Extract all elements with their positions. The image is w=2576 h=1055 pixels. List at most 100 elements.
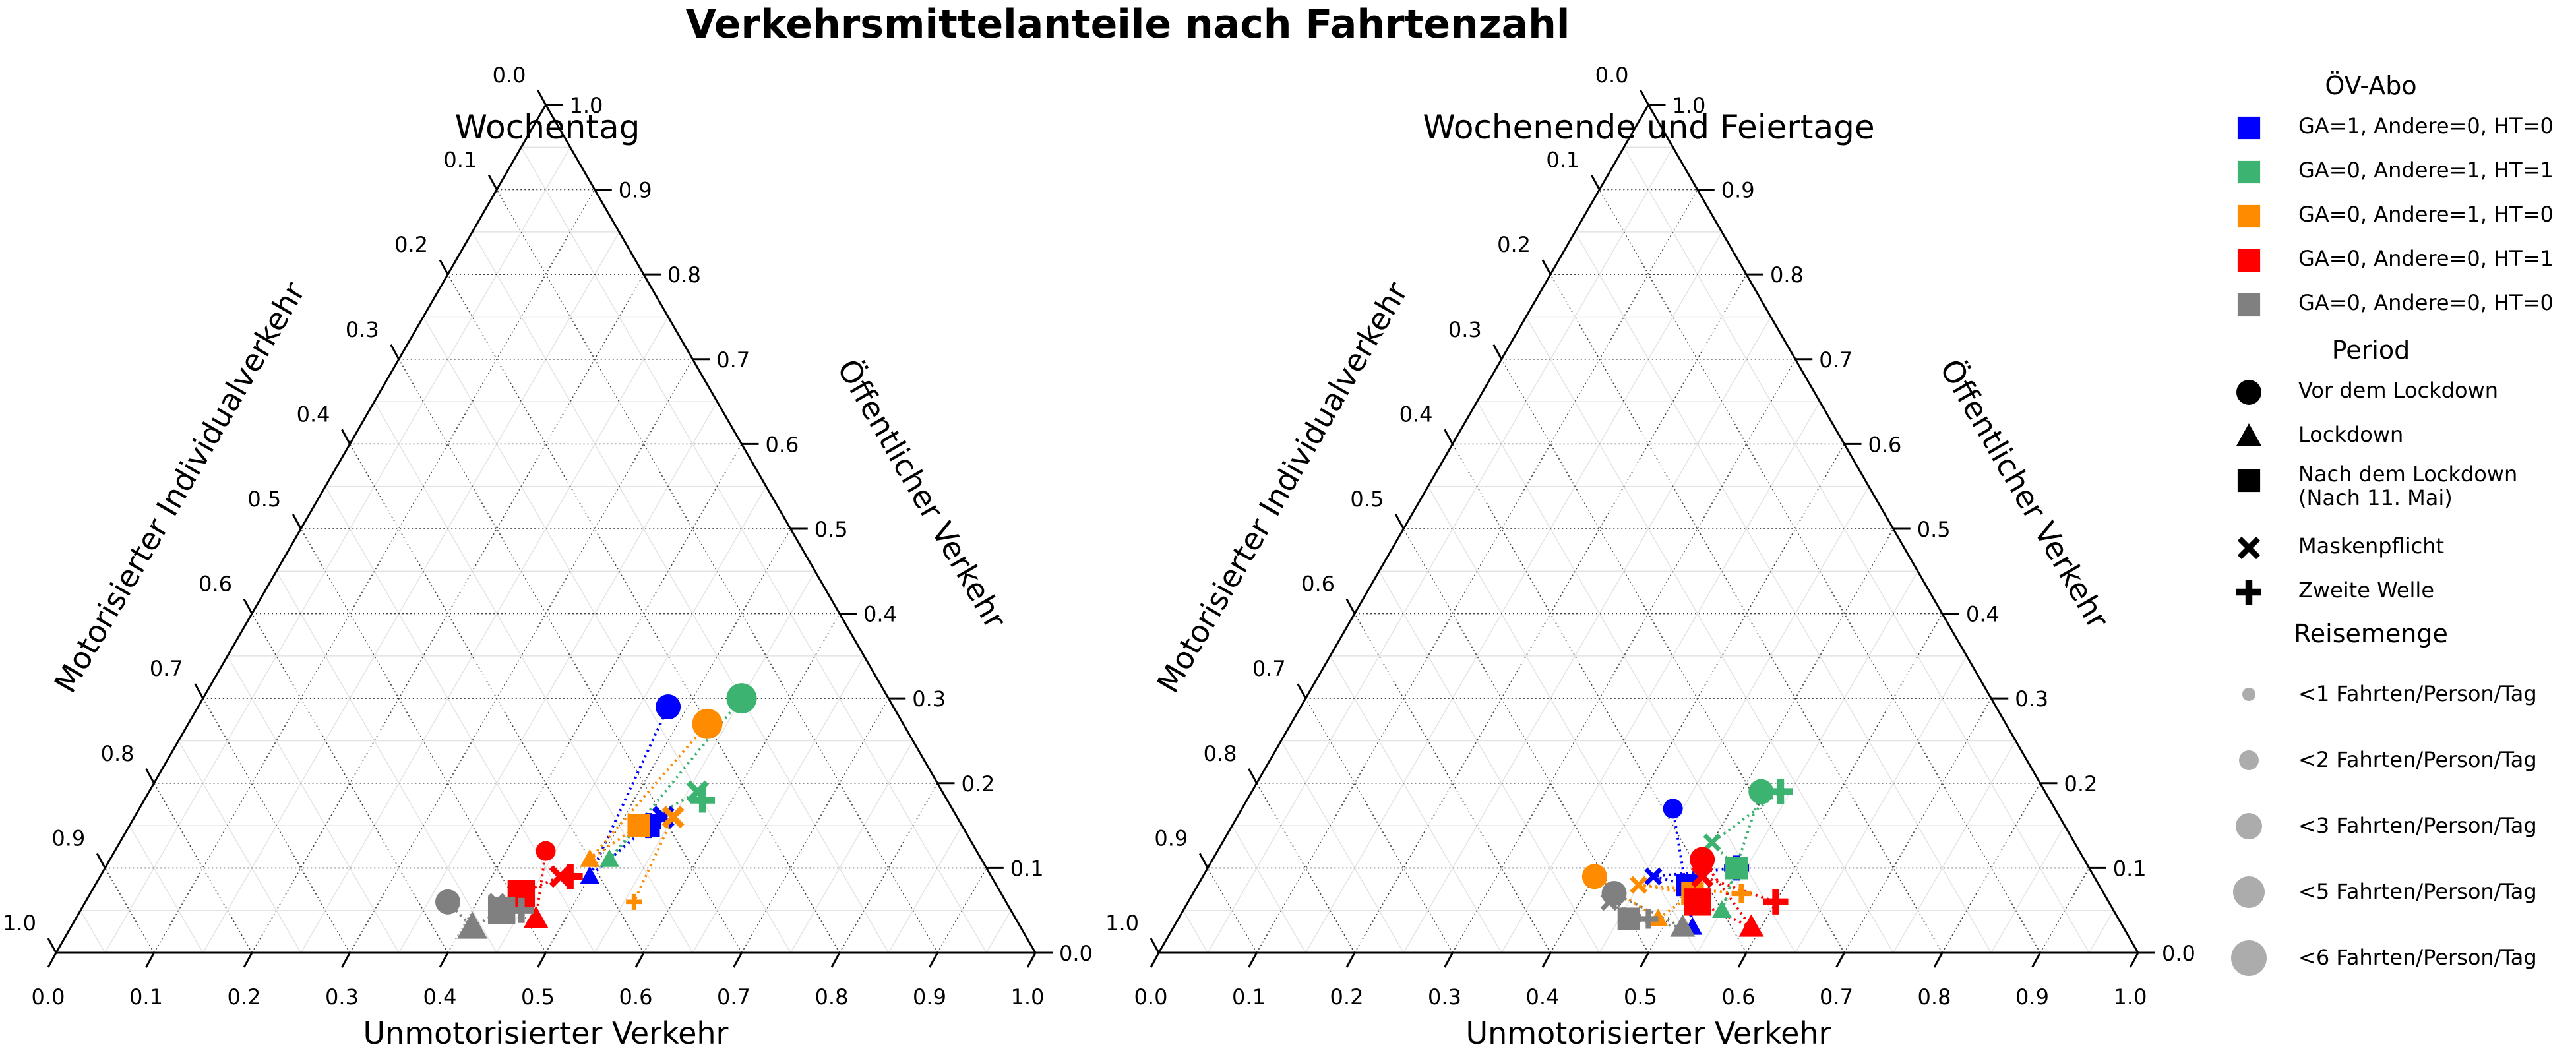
- major-gridline: [1207, 867, 1258, 953]
- minor-gridline: [373, 401, 693, 953]
- legend-marker-shape: [2237, 160, 2261, 184]
- major-gridline: [1599, 189, 2041, 953]
- minor-gridline: [80, 910, 106, 953]
- major-gridline: [1403, 528, 1649, 953]
- major-gridline: [300, 528, 547, 953]
- tick-label-left: 0.4: [1399, 402, 1433, 427]
- minor-gridline: [1182, 910, 1208, 953]
- ternary-panel-1: 0.0 0.0 0.0 0.1 0.1 0.1 0.2 0.2 0.2 0.3 0.3 0.3 0.4 0…: [3, 63, 1093, 1051]
- minor-gridline: [1378, 570, 1600, 953]
- data-point: [1638, 909, 1659, 929]
- legend-label: <6 Fahrten/Person/Tag: [2298, 945, 2537, 970]
- tick-left: [1590, 174, 1601, 191]
- data-point: [1617, 907, 1640, 930]
- major-gridline: [349, 443, 644, 953]
- minor-gridline: [594, 570, 816, 953]
- tick-left: [47, 938, 57, 953]
- tick-label-right: 0.5: [814, 517, 848, 542]
- axis-label-right: Öffentlicher Verkehr: [1933, 353, 2116, 635]
- legend-item: Vor dem Lockdown: [2236, 370, 2572, 414]
- tick-left: [1444, 429, 1454, 445]
- minor-gridline: [324, 486, 596, 953]
- minor-gridline: [1623, 146, 2090, 953]
- tick-label-bottom: 0.1: [129, 984, 163, 1010]
- legend-label: GA=0, Andere=1, HT=0: [2298, 202, 2554, 227]
- minor-gridline: [129, 825, 204, 953]
- tick-label-bottom: 0.5: [521, 984, 555, 1010]
- axis-label-right: Öffentlicher Verkehr: [830, 353, 1014, 635]
- minor-gridline: [520, 146, 987, 953]
- axis-label-bottom: Unmotorisierter Verkehr: [363, 1015, 729, 1051]
- minor-gridline: [1794, 655, 1967, 953]
- tick-label-bottom: 0.6: [619, 984, 653, 1010]
- tick-label-left: 0.0: [493, 63, 526, 88]
- legend-label: <3 Fahrten/Person/Tag: [2298, 813, 2537, 838]
- legend-size-title: Reisemenge: [2294, 619, 2448, 648]
- tick-label-right: 0.3: [2015, 686, 2048, 711]
- data-point: [692, 708, 723, 739]
- minor-gridline: [1207, 146, 1674, 953]
- tick-left: [1541, 259, 1552, 275]
- legend-size-dot: [2242, 687, 2256, 702]
- legend-size-item: <5 Fahrten/Person/Tag: [2232, 858, 2572, 924]
- tick-label-bottom: 0.9: [913, 984, 946, 1010]
- minor-gridline: [1501, 401, 1821, 953]
- tick-label-left: 0.8: [1204, 741, 1237, 766]
- tick-label-bottom: 0.3: [325, 984, 359, 1010]
- data-point: [457, 911, 488, 939]
- tick-label-right: 0.0: [1059, 941, 1093, 966]
- tick-bottom: [1835, 952, 1845, 968]
- minor-gridline: [227, 655, 400, 953]
- major-gridline: [153, 189, 596, 953]
- tick-left: [243, 598, 253, 615]
- tick-label-left: 0.5: [247, 487, 281, 512]
- tick-label-left: 0.1: [1546, 148, 1579, 173]
- major-gridline: [1550, 274, 1943, 953]
- major-gridline: [1256, 783, 1355, 953]
- tick-bottom: [929, 952, 938, 968]
- legend-marker: [2237, 536, 2261, 560]
- data-point: [487, 893, 506, 911]
- tick-label-right: 0.7: [716, 347, 750, 373]
- legend-size-dot: [2239, 750, 2259, 770]
- legend-item: GA=0, Andere=1, HT=1: [2236, 150, 2572, 194]
- data-point: [1767, 779, 1793, 804]
- tick-label-right: 0.5: [1917, 517, 1951, 542]
- axis-label-bottom: Unmotorisierter Verkehr: [1466, 1015, 1831, 1051]
- chart-title: Verkehrsmittelanteile nach Fahrtenzahl: [685, 1, 1570, 47]
- tick-left: [1394, 514, 1405, 529]
- major-gridline: [1843, 698, 1992, 953]
- tick-label-left: 0.9: [1154, 826, 1188, 851]
- data-point: [599, 849, 620, 867]
- minor-gridline: [692, 655, 865, 953]
- tick-bottom: [537, 952, 547, 968]
- legend-label: GA=1, Andere=0, HT=0: [2298, 113, 2554, 138]
- legend-label: GA=0, Andere=0, HT=1: [2298, 246, 2554, 271]
- minor-gridline: [398, 401, 718, 953]
- minor-gridline: [1305, 231, 1723, 953]
- data-point: [435, 889, 460, 915]
- tick-label-bottom: 0.6: [1722, 984, 1756, 1010]
- tick-left: [194, 683, 204, 699]
- tick-label-left: 0.9: [51, 826, 85, 851]
- subplot-title: Wochentag: [455, 108, 640, 146]
- tick-bottom: [47, 952, 57, 968]
- tick-label-left: 0.2: [394, 232, 428, 257]
- tick-label-bottom: 0.2: [1330, 984, 1364, 1010]
- tick-label-left: 0.8: [101, 741, 135, 766]
- tick-left: [537, 90, 547, 106]
- tick-left: [1345, 598, 1356, 615]
- minor-gridline: [104, 146, 571, 953]
- data-point: [1630, 876, 1648, 894]
- tick-label-left: 0.3: [1448, 317, 1482, 342]
- tick-label-left: 0.2: [1497, 232, 1531, 257]
- major-gridline: [104, 867, 155, 953]
- legend-marker: [2237, 293, 2261, 316]
- tick-left: [1640, 90, 1649, 106]
- legend-marker-shape: [2237, 469, 2261, 493]
- data-point: [508, 897, 534, 923]
- major-gridline: [2039, 867, 2090, 953]
- legend-label: <1 Fahrten/Person/Tag: [2298, 681, 2537, 706]
- major-gridline: [1452, 443, 1747, 953]
- tick-label-right: 0.2: [2064, 771, 2098, 797]
